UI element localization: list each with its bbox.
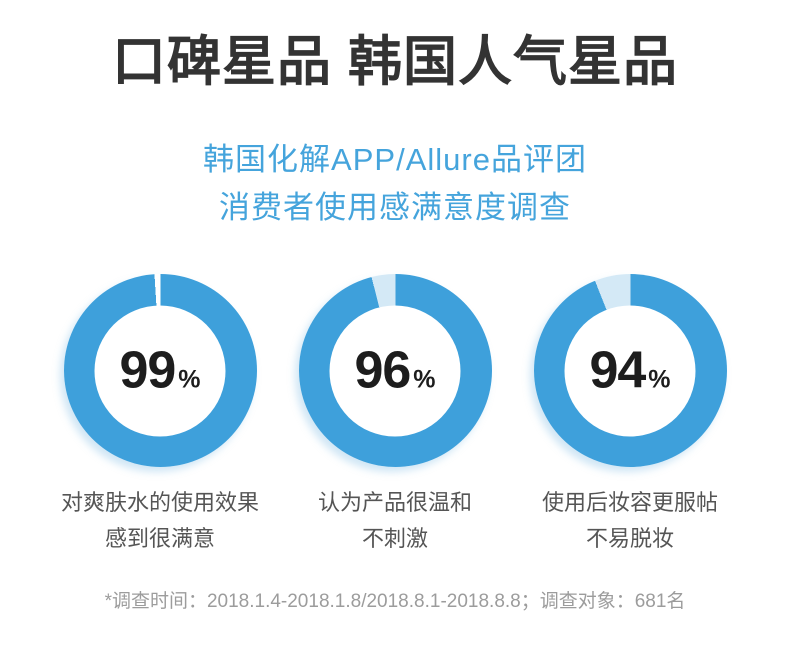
donut-chart: 99 % 对爽肤水的使用效果 感到很满意 [43,274,278,557]
percent-sign: % [178,365,201,394]
chart-caption-line2: 不刺激 [361,526,428,551]
chart-caption: 使用后妆容更服帖 不易脱妆 [542,485,718,557]
chart-caption: 认为产品很温和 不刺激 [318,485,472,557]
percent-label: 99 % [119,341,200,401]
percent-label: 94 % [589,341,670,401]
survey-subtitle-line2: 消费者使用感满意度调查 [219,190,571,225]
chart-caption-line2: 不易脱妆 [585,526,674,551]
survey-footnote: *调查时间：2018.1.4-2018.1.8/2018.8.1-2018.8.… [104,591,686,612]
donut-charts-row: 99 % 对爽肤水的使用效果 感到很满意 96 % 认为产品很温和 不刺激 [0,274,790,557]
percent-sign: % [413,365,436,394]
chart-caption-line1: 认为产品很温和 [317,490,472,515]
survey-subtitle: 韩国化解APP/Allure品评团 消费者使用感满意度调查 [0,136,790,232]
chart-caption-line1: 使用后妆容更服帖 [541,490,718,515]
chart-caption-line1: 对爽肤水的使用效果 [60,490,259,515]
percent-sign: % [648,365,671,394]
percent-value: 99 [119,341,176,400]
percent-label: 96 % [354,341,435,401]
percent-value: 96 [354,341,411,400]
survey-subtitle-line1: 韩国化解APP/Allure品评团 [203,142,587,177]
donut-center: 94 % [564,305,696,436]
donut-center: 96 % [329,305,461,436]
percent-value: 94 [589,341,646,400]
donut-ring: 94 % [533,274,727,467]
chart-caption-line2: 感到很满意 [104,526,215,551]
donut-ring: 99 % [63,274,257,467]
donut-ring: 96 % [298,274,492,467]
donut-chart: 94 % 使用后妆容更服帖 不易脱妆 [513,274,748,557]
donut-center: 99 % [94,305,226,436]
page-title: 口碑星品 韩国人气星品 [111,32,678,92]
donut-chart: 96 % 认为产品很温和 不刺激 [278,274,513,557]
chart-caption: 对爽肤水的使用效果 感到很满意 [61,485,259,557]
